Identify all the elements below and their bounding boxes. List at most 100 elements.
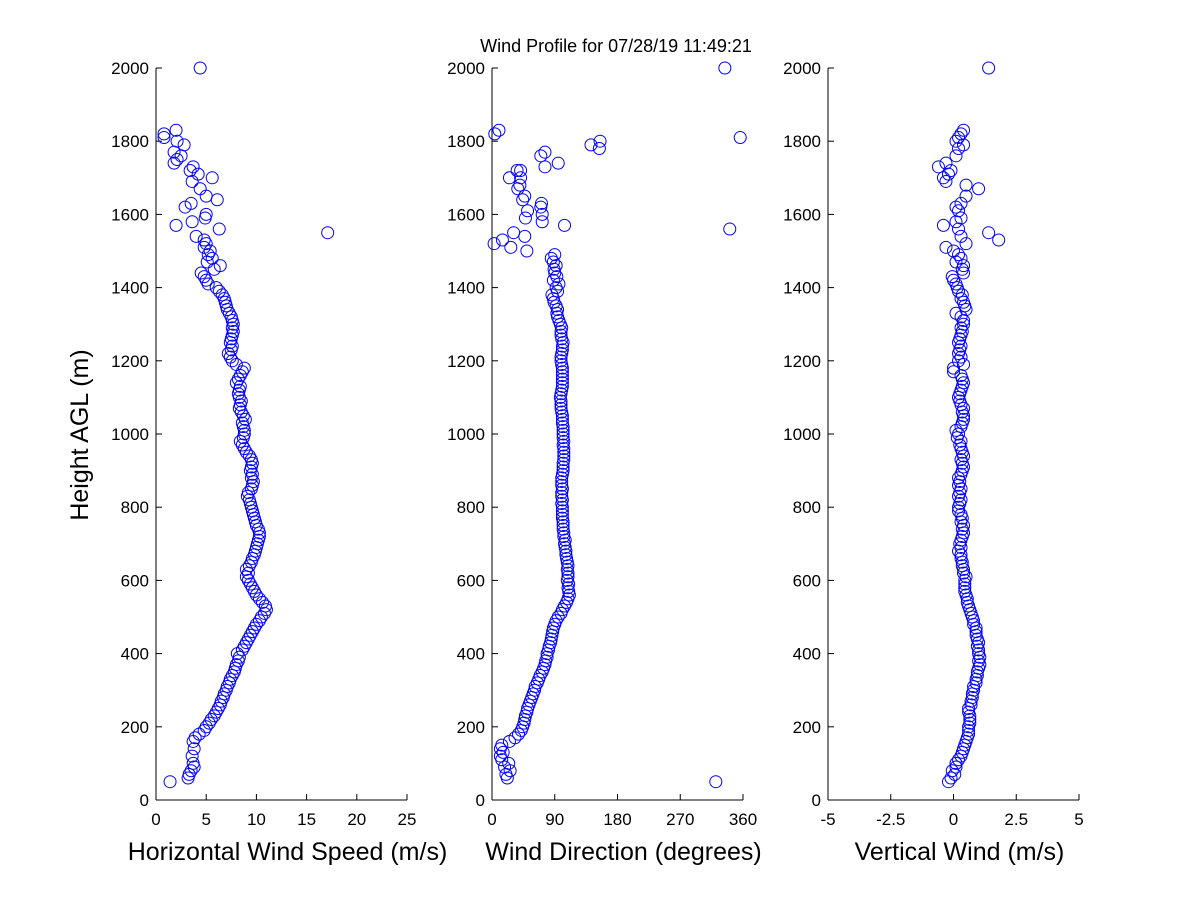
y-tick-label: 1200: [447, 352, 485, 371]
data-point: [551, 610, 565, 624]
data-point: [223, 350, 237, 364]
data-point: [239, 445, 253, 459]
data-point: [555, 489, 569, 503]
data-point: [954, 251, 968, 265]
data-point: [321, 226, 335, 240]
data-point: [191, 167, 205, 181]
y-tick-label: 200: [793, 718, 821, 737]
y-tick-label: 400: [121, 645, 149, 664]
data-point: [949, 149, 963, 163]
data-point: [557, 453, 571, 467]
data-point: [238, 412, 252, 426]
y-tick-label: 1800: [111, 132, 149, 151]
data-point: [955, 559, 969, 573]
data-point: [233, 379, 247, 393]
data-point: [535, 207, 549, 221]
data-point: [247, 584, 261, 598]
data-point: [183, 163, 197, 177]
data-point: [249, 617, 263, 631]
data-point: [186, 756, 200, 770]
data-point: [958, 581, 972, 595]
y-tick-label: 2000: [111, 59, 149, 78]
y-tick-label: 1600: [783, 205, 821, 224]
data-point: [555, 508, 569, 522]
data-point: [197, 233, 211, 247]
data-point: [511, 727, 525, 741]
data-point: [518, 229, 532, 243]
data-point: [952, 354, 966, 368]
data-point: [939, 174, 953, 188]
y-tick-label: 1800: [783, 132, 821, 151]
data-point: [242, 493, 256, 507]
data-point: [212, 284, 226, 298]
data-point: [555, 478, 569, 492]
y-tick-label: 800: [121, 498, 149, 517]
x-tick-label: 0: [487, 810, 496, 829]
data-point: [241, 486, 255, 500]
data-point: [487, 237, 501, 251]
y-tick-label: 200: [457, 718, 485, 737]
x-axis-label: Horizontal Wind Speed (m/s): [128, 838, 448, 866]
data-point: [965, 691, 979, 705]
data-point: [510, 163, 524, 177]
data-point: [167, 156, 181, 170]
data-point: [954, 548, 968, 562]
data-point: [556, 431, 570, 445]
data-point: [957, 566, 971, 580]
data-point: [959, 178, 973, 192]
data-point: [207, 709, 221, 723]
data-point: [954, 551, 968, 565]
y-tick-label: 1800: [447, 132, 485, 151]
data-point: [223, 672, 237, 686]
data-point: [252, 614, 266, 628]
data-point: [555, 365, 569, 379]
data-point: [514, 163, 528, 177]
x-tick-label: 5: [201, 810, 210, 829]
y-tick-label: 1400: [447, 279, 485, 298]
data-point: [558, 599, 572, 613]
data-point: [199, 237, 213, 251]
data-point: [557, 449, 571, 463]
y-tick-label: 2000: [783, 59, 821, 78]
data-point: [947, 361, 960, 375]
y-tick-label: 1000: [447, 425, 485, 444]
data-point: [555, 343, 569, 357]
data-point: [957, 123, 971, 137]
x-tick-label: -5: [820, 810, 835, 829]
data-point: [197, 270, 211, 284]
data-point: [209, 705, 223, 719]
data-point: [945, 764, 959, 778]
x-tick-label: 360: [729, 810, 757, 829]
data-point: [964, 698, 978, 712]
data-point: [593, 134, 607, 148]
data-point: [944, 771, 958, 785]
data-point: [229, 658, 243, 672]
data-point: [516, 193, 530, 207]
data-point: [217, 292, 231, 306]
data-point: [493, 749, 507, 763]
data-point: [723, 222, 737, 236]
data-point: [549, 259, 563, 273]
data-point: [546, 255, 560, 269]
y-tick-label: 800: [457, 498, 485, 517]
data-point: [184, 764, 198, 778]
data-point: [957, 412, 971, 426]
data-point: [556, 460, 570, 474]
data-point: [949, 760, 963, 774]
data-point: [592, 142, 606, 156]
data-point: [555, 372, 569, 386]
data-point: [232, 650, 246, 664]
data-point: [954, 453, 968, 467]
data-point: [202, 716, 216, 730]
data-point: [241, 573, 255, 587]
data-point: [954, 229, 968, 243]
data-point: [952, 471, 966, 485]
x-tick-label: 90: [545, 810, 564, 829]
data-point: [957, 317, 971, 331]
data-point: [237, 361, 251, 375]
data-point: [556, 519, 570, 532]
data-point: [949, 306, 963, 320]
data-point: [549, 614, 563, 628]
y-tick-label: 1600: [111, 205, 149, 224]
y-tick-label: 600: [793, 571, 821, 590]
